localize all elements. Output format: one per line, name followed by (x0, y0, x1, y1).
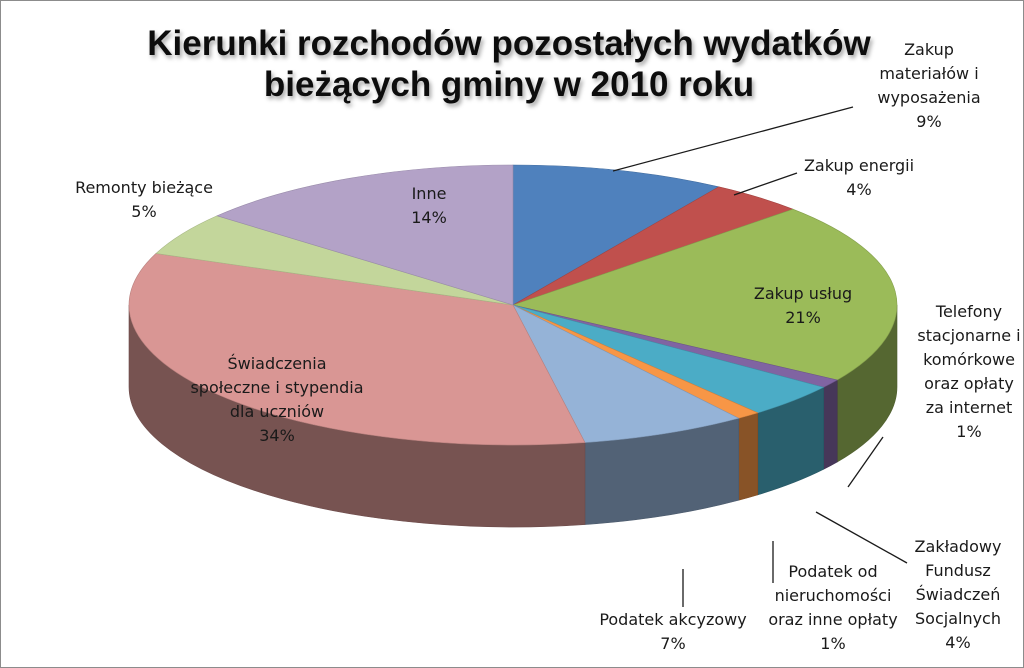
pie-slice-zakup (512, 164, 720, 306)
slice-label-line: Świadczeń (916, 585, 1001, 604)
slice-label-line: 9% (916, 112, 941, 131)
slice-label-line: wyposażenia (877, 88, 980, 107)
slice-label-line: Zakup usług (754, 284, 852, 303)
slice-label-line: Podatek akcyzowy (599, 610, 746, 629)
pie-slice-zakup-uslug (511, 208, 898, 381)
leader-line-zakladowy (815, 511, 908, 564)
slice-label-line: materiałów i (879, 64, 978, 83)
slice-label-line: Socjalnych (915, 609, 1001, 628)
slice-label-line: 14% (411, 208, 447, 227)
slice-label-line: dla uczniów (230, 402, 324, 421)
chart-title: Kierunki rozchodów pozostałych wydatków … (147, 24, 871, 104)
slice-label-line: 5% (131, 202, 156, 221)
slice-label-zakup: Zakup materiałów i wyposażenia 9% (877, 40, 980, 131)
pie-slice-swiadczenia (128, 253, 586, 446)
slice-labels: Zakup materiałów i wyposażenia 9% Zakup ener… (75, 40, 1021, 653)
slice-label-remonty-biezace: Remonty bieżące 5% (75, 178, 213, 221)
slice-label-line: 4% (945, 633, 970, 652)
slice-label-podatek-od: Podatek od nieruchomości oraz inne opłaty 1… (768, 562, 897, 653)
slice-label-line: Inne (412, 184, 447, 203)
slice-label-line: Zakup (904, 40, 954, 59)
leader-line-zakup-energii (733, 172, 798, 196)
slice-label-line: stacjonarne i (917, 326, 1020, 345)
slice-label-line: Świadczenia (227, 354, 326, 373)
pie-slice-podatek-akcyzowy (512, 304, 740, 443)
chart-title-line-1: Kierunki rozchodów pozostałych wydatków (147, 24, 871, 63)
slice-label-line: 1% (820, 634, 845, 653)
pie-side-podatek-od (738, 412, 759, 501)
slice-label-line: Podatek od (788, 562, 877, 581)
slice-label-line: 1% (956, 422, 981, 441)
leader-line-telefony (847, 436, 884, 488)
slice-label-line: oraz opłaty (924, 374, 1014, 393)
slice-label-zakladowy: Zakładowy Fundusz Świadczeń Socjalnych 4% (915, 537, 1002, 652)
slice-label-swiadczenia: Świadczenia społeczne i stypendia dla uczn… (190, 354, 363, 445)
slice-label-line: 4% (846, 180, 871, 199)
pie-slice-inne (216, 164, 514, 306)
slice-label-line: nieruchomości (775, 586, 892, 605)
slice-label-podatek-akcyzowy: Podatek akcyzowy 7% (599, 610, 746, 653)
slice-label-line: Zakup energii (804, 156, 914, 175)
slice-label-zakup-energii: Zakup energii 4% (804, 156, 914, 199)
pie-slices (128, 164, 898, 446)
slice-label-telefony: Telefony stacjonarne i komórkowe oraz opłat… (917, 302, 1020, 441)
leader-line-zakup (612, 106, 854, 172)
slice-label-line: 21% (785, 308, 821, 327)
slice-label-line: Fundusz (925, 561, 991, 580)
slice-label-line: Zakładowy (915, 537, 1002, 556)
slice-label-line: oraz inne opłaty (768, 610, 897, 629)
slice-label-line: komórkowe (923, 350, 1015, 369)
slice-label-line: Remonty bieżące (75, 178, 213, 197)
slice-label-line: za internet (926, 398, 1013, 417)
chart-title-line-2: bieżących gminy w 2010 roku (264, 65, 754, 104)
slice-label-line: 34% (259, 426, 295, 445)
pie-side-telefony (823, 379, 838, 470)
slice-label-line: Telefony (935, 302, 1002, 321)
leader-lines (612, 106, 908, 607)
slice-label-inne: Inne 14% (411, 184, 447, 227)
slice-label-line: społeczne i stypendia (190, 378, 363, 397)
slice-label-zakup-uslug: Zakup usług 21% (754, 284, 852, 327)
slice-label-line: 7% (660, 634, 685, 653)
